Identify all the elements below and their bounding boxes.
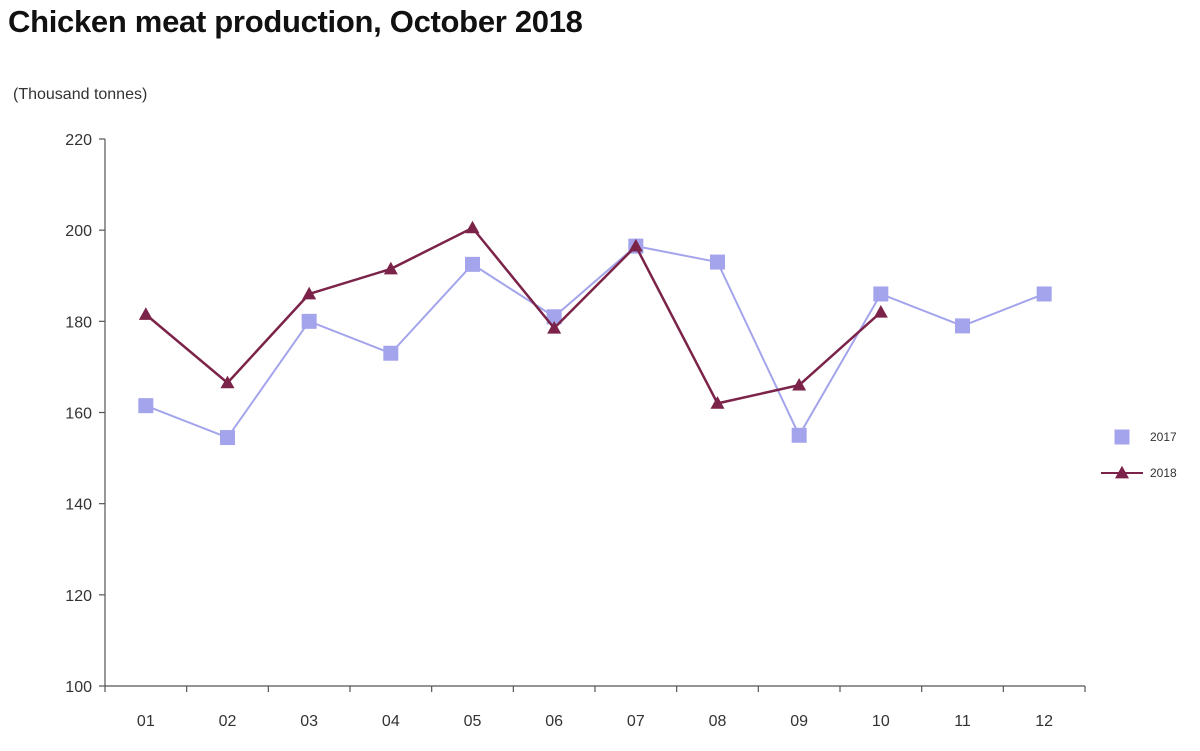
data-point-2017	[546, 309, 562, 325]
data-point-2018	[220, 375, 235, 389]
chart-axes: 100 120 140 160 180 200 220 01 02 03 04 05 06 07 08 09 1…	[65, 132, 1086, 730]
y-tick-label: 220	[65, 132, 92, 149]
x-tick-label: 03	[300, 713, 318, 730]
data-point-2018	[465, 220, 480, 234]
x-tick-label: 01	[137, 713, 155, 730]
data-point-2018	[383, 261, 398, 275]
data-point-2017	[383, 345, 399, 361]
data-point-2017	[710, 254, 725, 270]
data-point-2018	[302, 286, 317, 300]
series-line-2017	[145, 245, 1045, 439]
legend-marker-2017	[1114, 429, 1130, 445]
data-point-2018	[792, 377, 807, 391]
x-tick-label: 10	[872, 713, 890, 730]
y-tick-label: 180	[65, 314, 92, 331]
series-layer	[138, 220, 1052, 446]
x-tick-label: 04	[382, 713, 400, 730]
data-point-2018	[547, 320, 562, 334]
data-point-2017	[301, 313, 317, 329]
data-point-2017	[1036, 286, 1052, 302]
y-tick-label: 100	[65, 679, 92, 696]
legend-marker-2018	[1115, 465, 1129, 479]
data-point-2017	[465, 256, 480, 272]
chart-legend: 2017 2018	[1101, 429, 1177, 480]
x-tick-label: 12	[1035, 713, 1053, 730]
x-tick-label: 05	[464, 713, 482, 730]
data-point-2017	[955, 318, 970, 334]
data-point-2017	[220, 430, 235, 446]
series-line-2018	[145, 226, 882, 405]
series-2017	[138, 238, 1052, 446]
x-tick-label: 02	[219, 713, 237, 730]
y-tick-label: 160	[65, 406, 92, 423]
y-tick-label: 120	[65, 588, 92, 605]
chart-title: Chicken meat production, October 2018	[8, 4, 583, 39]
legend-label-2017: 2017	[1150, 430, 1177, 444]
data-point-2017	[138, 398, 154, 414]
y-axis-unit-label: (Thousand tonnes)	[13, 86, 148, 103]
series-2018	[138, 220, 888, 409]
data-point-2018	[138, 307, 153, 320]
x-tick-label: 06	[545, 713, 563, 730]
data-point-2018	[873, 305, 888, 318]
y-tick-label: 200	[65, 223, 92, 240]
data-point-2018	[628, 238, 643, 252]
x-tick-label: 11	[954, 713, 971, 730]
data-point-2018	[710, 396, 725, 409]
legend-label-2018: 2018	[1150, 466, 1177, 480]
data-point-2017	[791, 427, 807, 443]
x-tick-label: 08	[709, 713, 727, 730]
x-tick-label: 07	[627, 713, 645, 730]
y-tick-label: 140	[65, 497, 92, 514]
x-tick-label: 09	[790, 713, 808, 730]
data-point-2017	[873, 286, 889, 302]
